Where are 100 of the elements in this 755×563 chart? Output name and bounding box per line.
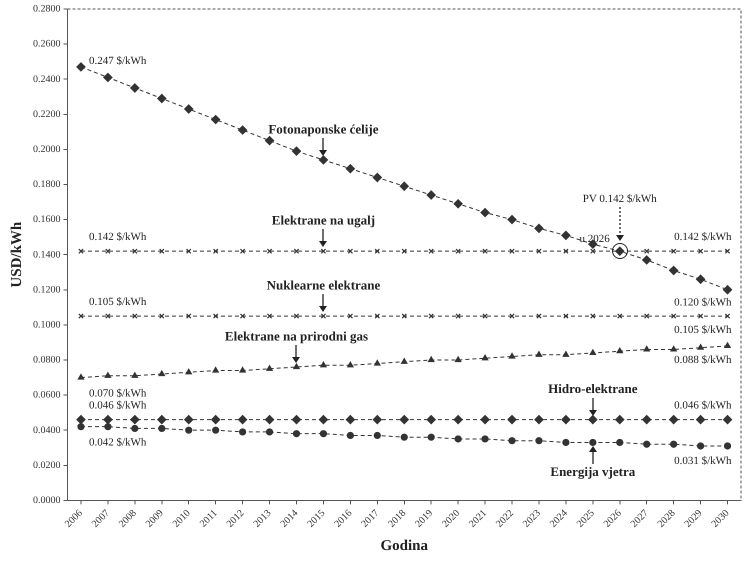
- point: [294, 248, 300, 254]
- annotation: 0.042 $/kWh: [88, 436, 147, 449]
- point: [239, 428, 246, 436]
- y-tick-label: 0.1600: [33, 214, 60, 226]
- point: [347, 362, 354, 368]
- annotation: 0.070 $/kWh: [88, 387, 147, 400]
- point: [644, 248, 650, 254]
- point: [670, 346, 677, 352]
- point: [401, 358, 408, 364]
- point: [534, 224, 544, 233]
- point: [454, 435, 462, 443]
- point: [130, 83, 140, 93]
- point: [455, 248, 461, 254]
- point: [482, 354, 488, 360]
- x-tick-label: 2011: [198, 508, 220, 530]
- annotation: 0.142 $/kWh: [88, 231, 147, 244]
- annotation: 0.105 $/kWh: [674, 324, 732, 336]
- point: [238, 125, 248, 135]
- y-tick-label: 0.0600: [33, 390, 60, 401]
- point: [562, 351, 570, 357]
- point: [348, 248, 354, 254]
- point: [320, 313, 326, 319]
- point: [426, 190, 436, 200]
- point: [454, 199, 463, 208]
- point: [346, 432, 354, 440]
- point: [698, 248, 704, 254]
- point: [642, 255, 652, 265]
- point: [724, 248, 730, 254]
- y-tick-label: 0.0200: [33, 460, 60, 471]
- point: [159, 313, 165, 319]
- point: [318, 155, 328, 165]
- point: [266, 365, 273, 371]
- point: [481, 435, 489, 443]
- point: [294, 313, 300, 319]
- point: [186, 368, 192, 374]
- point: [509, 313, 515, 319]
- point: [105, 248, 111, 254]
- y-tick-label: 0.0000: [33, 495, 60, 506]
- point: [561, 415, 570, 424]
- point: [318, 415, 328, 424]
- point: [266, 313, 272, 319]
- point: [508, 437, 516, 444]
- annotation: 0.046 $/kWh: [88, 400, 147, 412]
- point: [696, 274, 706, 284]
- point: [644, 346, 650, 352]
- point: [372, 172, 382, 182]
- point: [266, 248, 272, 254]
- annotation: PV 0.142 $/kWh: [582, 193, 658, 206]
- point: [320, 248, 326, 254]
- point: [590, 313, 596, 319]
- point: [561, 230, 570, 240]
- point: [374, 248, 380, 254]
- annotation: 0.046 $/kWh: [674, 400, 732, 412]
- y-tick-label: 0.2000: [33, 144, 60, 156]
- point: [724, 342, 731, 348]
- point: [426, 415, 436, 424]
- point: [240, 313, 246, 319]
- point: [212, 366, 219, 373]
- point: [348, 313, 354, 319]
- point: [104, 423, 112, 430]
- point: [78, 313, 84, 319]
- point: [562, 438, 570, 446]
- point: [320, 362, 327, 368]
- point: [588, 415, 598, 424]
- point: [670, 440, 678, 448]
- y-tick-label: 0.1800: [33, 179, 60, 190]
- point: [76, 415, 86, 424]
- point: [158, 424, 166, 432]
- point: [292, 415, 302, 424]
- y-tick-label: 0.1200: [33, 284, 60, 296]
- point: [238, 415, 248, 424]
- point: [482, 313, 488, 319]
- y-tick-label: 0.0800: [33, 354, 60, 366]
- point: [722, 415, 732, 424]
- point: [428, 313, 434, 319]
- point: [590, 349, 596, 356]
- point: [184, 415, 194, 424]
- point: [536, 351, 542, 357]
- point: [372, 415, 382, 424]
- y-tick-label: 0.2800: [33, 4, 60, 15]
- point: [132, 313, 138, 319]
- point: [212, 426, 220, 434]
- point: [615, 415, 624, 424]
- point: [105, 313, 111, 319]
- series-label: Hidro-elektrane: [548, 381, 638, 396]
- point: [374, 313, 380, 319]
- point: [264, 136, 274, 146]
- y-tick-label: 0.2600: [33, 38, 60, 50]
- point: [617, 313, 622, 319]
- point: [507, 214, 517, 224]
- point: [78, 374, 84, 380]
- point: [103, 72, 113, 82]
- y-tick-label: 0.1400: [33, 249, 60, 260]
- point: [266, 428, 274, 436]
- point: [536, 248, 542, 254]
- point: [590, 248, 596, 254]
- y-tick-label: 0.2200: [33, 108, 60, 120]
- point: [669, 415, 678, 424]
- point: [696, 415, 706, 424]
- point: [292, 146, 302, 156]
